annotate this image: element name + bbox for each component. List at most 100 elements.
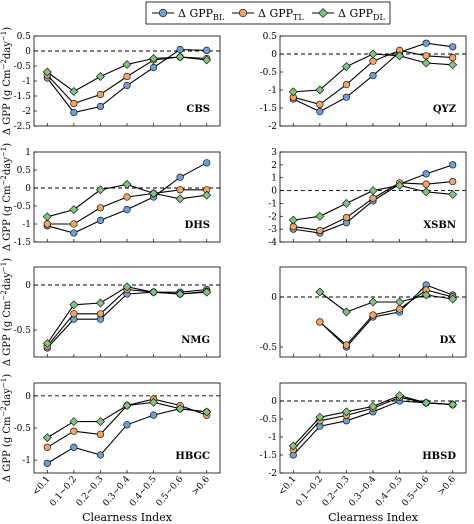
data-point bbox=[123, 421, 131, 429]
panel-nmg: 0 -0.5 NMG bbox=[14, 266, 221, 358]
data-point bbox=[122, 401, 132, 410]
data-point bbox=[448, 294, 458, 304]
x-tick-label: <0.1 bbox=[277, 475, 299, 498]
y-tick-label: 0 bbox=[25, 184, 31, 194]
data-point bbox=[96, 72, 105, 81]
x-tick-label: 0.1~0.2 bbox=[294, 475, 325, 509]
data-point bbox=[175, 194, 185, 204]
data-point bbox=[42, 339, 52, 348]
data-point bbox=[69, 300, 79, 310]
data-point bbox=[422, 170, 430, 178]
data-point bbox=[342, 407, 351, 417]
data-point bbox=[149, 397, 158, 407]
site-label: DHS bbox=[185, 220, 210, 231]
y-tick-label: -1.5 bbox=[14, 238, 32, 248]
data-point bbox=[395, 51, 404, 61]
y-tick-label: -1 bbox=[22, 456, 31, 466]
data-point bbox=[395, 305, 404, 313]
panel-dhs: 1 0.5 0 -0.5 -1 -1.5 DHS bbox=[14, 148, 221, 248]
data-point bbox=[203, 159, 211, 167]
data-point bbox=[315, 287, 325, 297]
series-tl bbox=[316, 286, 457, 349]
x-tick-label: >0.6 bbox=[190, 474, 212, 497]
series-dl bbox=[42, 52, 212, 96]
data-point bbox=[315, 412, 325, 422]
x-tick-label: 0.4~0.5 bbox=[128, 474, 159, 508]
data-point bbox=[449, 43, 457, 51]
data-point bbox=[422, 39, 430, 47]
data-point bbox=[43, 220, 51, 228]
x-tick-label: 0.3~0.4 bbox=[101, 474, 132, 508]
y-tick-label: -1 bbox=[268, 199, 277, 209]
y-tick-label: -0.5 bbox=[14, 326, 32, 336]
data-point bbox=[70, 108, 78, 117]
data-point bbox=[369, 71, 377, 80]
data-point bbox=[70, 99, 78, 108]
data-point bbox=[96, 310, 105, 318]
y-tick-label: -0.5 bbox=[260, 343, 278, 353]
y-axis-label: Δ GPP (g Cm−2day−1) bbox=[0, 27, 13, 135]
x-axis-label: Clearness Index bbox=[82, 511, 173, 524]
y-tick-label: -1 bbox=[268, 433, 277, 443]
data-point bbox=[369, 311, 377, 319]
x-axis-label: Clearness Index bbox=[328, 511, 419, 524]
series-dl bbox=[315, 287, 458, 317]
data-point bbox=[395, 391, 404, 401]
panel-hbgc: 0 -0.5 -1<0.10.1~0.20.2~0.30.3~0.40.4~0.50… bbox=[14, 382, 221, 509]
x-tick-label: >0.6 bbox=[436, 474, 458, 497]
data-point bbox=[149, 63, 158, 72]
data-point bbox=[69, 417, 79, 426]
legend: Δ GPPBL Δ GPPTL Δ GPPDL bbox=[145, 1, 391, 25]
y-tick-label: 2 bbox=[271, 161, 277, 171]
data-point bbox=[342, 80, 351, 89]
y-axis-label: Δ GPP (g Cm−2day−1) bbox=[0, 374, 13, 482]
data-point bbox=[175, 404, 185, 414]
y-tick-label: -1 bbox=[22, 220, 31, 230]
series-dl bbox=[42, 282, 212, 348]
x-tick-label: 0.2~0.3 bbox=[75, 474, 106, 508]
data-point bbox=[96, 298, 105, 308]
data-point bbox=[449, 161, 457, 169]
x-tick-label: 0.4~0.5 bbox=[374, 474, 405, 508]
y-tick-label: -0.5 bbox=[14, 62, 32, 72]
data-point bbox=[176, 45, 184, 54]
y-tick-label: -2 bbox=[268, 122, 277, 132]
data-point bbox=[288, 215, 298, 225]
data-point bbox=[421, 58, 431, 68]
series-dl bbox=[42, 397, 212, 443]
y-tick-label: 0 bbox=[271, 293, 277, 303]
data-point bbox=[70, 427, 78, 435]
data-point bbox=[149, 411, 158, 419]
data-point bbox=[202, 190, 212, 200]
y-tick-label: 0 bbox=[271, 50, 277, 60]
y-axis-label: Δ GPP (g Cm−2day−1) bbox=[0, 258, 13, 366]
data-point bbox=[176, 186, 184, 194]
data-point bbox=[288, 87, 298, 97]
data-point bbox=[449, 177, 457, 186]
x-tick-label: 0.3~0.4 bbox=[347, 474, 378, 508]
data-point bbox=[96, 90, 105, 99]
data-point bbox=[96, 102, 105, 111]
data-point bbox=[70, 310, 78, 318]
data-point bbox=[70, 220, 78, 228]
panel-cbs: 0.5 0 -0.5 -1 -1.5 -2 -2.5 CBS bbox=[14, 32, 221, 132]
data-point bbox=[316, 318, 324, 326]
site-label: HBGC bbox=[175, 451, 210, 462]
y-tick-label: 3 bbox=[271, 148, 277, 158]
y-tick-label: 0.5 bbox=[263, 32, 278, 42]
y-tick-label: -2 bbox=[268, 469, 277, 479]
panel-qyz: 0.5 0 -0.5 -1 -1.5 -2 QYZ bbox=[260, 32, 467, 132]
data-point bbox=[123, 72, 131, 81]
data-point bbox=[369, 194, 377, 202]
site-label: DX bbox=[440, 335, 457, 346]
data-point bbox=[70, 443, 78, 451]
data-point bbox=[42, 67, 52, 77]
x-tick-label: 0.5~0.6 bbox=[401, 474, 432, 508]
y-tick-label: -0.5 bbox=[260, 415, 278, 425]
y-tick-label: -1.5 bbox=[14, 92, 32, 102]
y-tick-label: -1.5 bbox=[260, 451, 278, 461]
y-tick-label: 1 bbox=[271, 174, 277, 184]
data-point bbox=[448, 400, 458, 410]
y-tick-label: -4 bbox=[268, 238, 277, 248]
x-tick-label: 0.5~0.6 bbox=[155, 474, 186, 508]
